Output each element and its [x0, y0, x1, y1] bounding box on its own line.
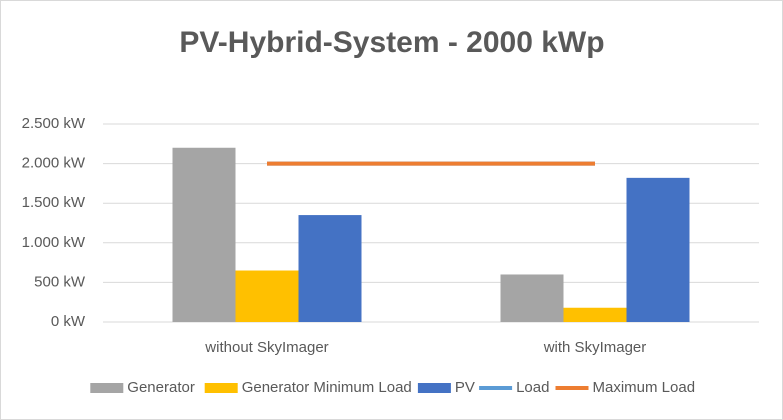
legend-swatch [90, 383, 124, 393]
legend-label: Maximum Load [593, 379, 696, 396]
y-tick-label: 2.500 kW [22, 115, 86, 132]
bar [563, 307, 627, 322]
legend-swatch [417, 383, 451, 393]
y-tick-label: 1.000 kW [22, 234, 86, 251]
x-tick-label: without SkyImager [204, 339, 328, 356]
bar [235, 270, 299, 322]
x-tick-label: with SkyImager [543, 339, 647, 356]
y-tick-label: 0 kW [51, 313, 86, 330]
bar [626, 177, 690, 322]
bar [172, 147, 236, 322]
y-tick-label: 500 kW [34, 273, 86, 290]
legend-label: PV [455, 379, 475, 396]
legend-label: Generator [127, 379, 195, 396]
legend-label: Generator Minimum Load [242, 379, 412, 396]
y-tick-label: 2.000 kW [22, 155, 86, 172]
bar [298, 215, 362, 322]
bar [500, 274, 564, 322]
chart-title: PV-Hybrid-System - 2000 kWp [179, 26, 604, 59]
legend-swatch [204, 383, 238, 393]
y-tick-label: 1.500 kW [22, 194, 86, 211]
legend-label: Load [516, 379, 549, 396]
